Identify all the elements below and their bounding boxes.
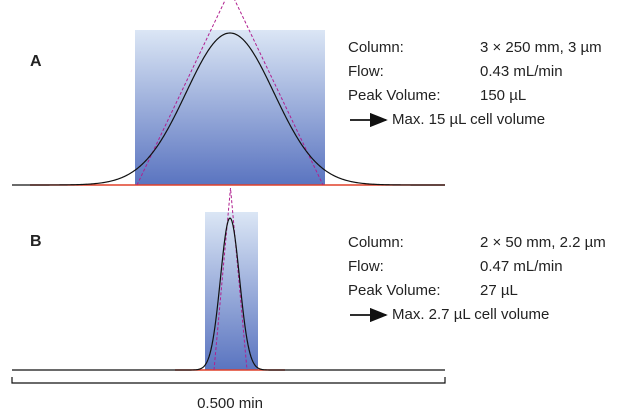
spec-label: Flow: <box>348 258 384 275</box>
spec-label: Flow: <box>348 63 384 80</box>
spec-label: Column: <box>348 234 404 251</box>
panel-label: A <box>30 53 42 70</box>
peak-curve <box>12 217 445 371</box>
scale-bar <box>11 377 446 384</box>
scale-bar-label: 0.500 min <box>197 395 263 412</box>
panel-label: B <box>30 233 42 250</box>
spec-label: Peak Volume: <box>348 87 441 104</box>
note: Max. 15 µL cell volume <box>392 111 545 128</box>
peak-volume-box <box>135 30 325 185</box>
spec-value: 0.47 mL/min <box>480 258 563 275</box>
peak-volume-box <box>205 212 258 370</box>
peak-curve <box>12 32 445 186</box>
spec-label: Peak Volume: <box>348 282 441 299</box>
spec-value: 3 × 250 mm, 3 µm <box>480 39 602 56</box>
spec-value: 0.43 mL/min <box>480 63 563 80</box>
note: Max. 2.7 µL cell volume <box>392 306 549 323</box>
spec-label: Column: <box>348 39 404 56</box>
spec-value: 2 × 50 mm, 2.2 µm <box>480 234 606 251</box>
spec-value: 150 µL <box>480 87 526 104</box>
tangent-triangle <box>213 187 248 371</box>
tangent-triangle <box>136 0 324 186</box>
spec-value: 27 µL <box>480 282 518 299</box>
